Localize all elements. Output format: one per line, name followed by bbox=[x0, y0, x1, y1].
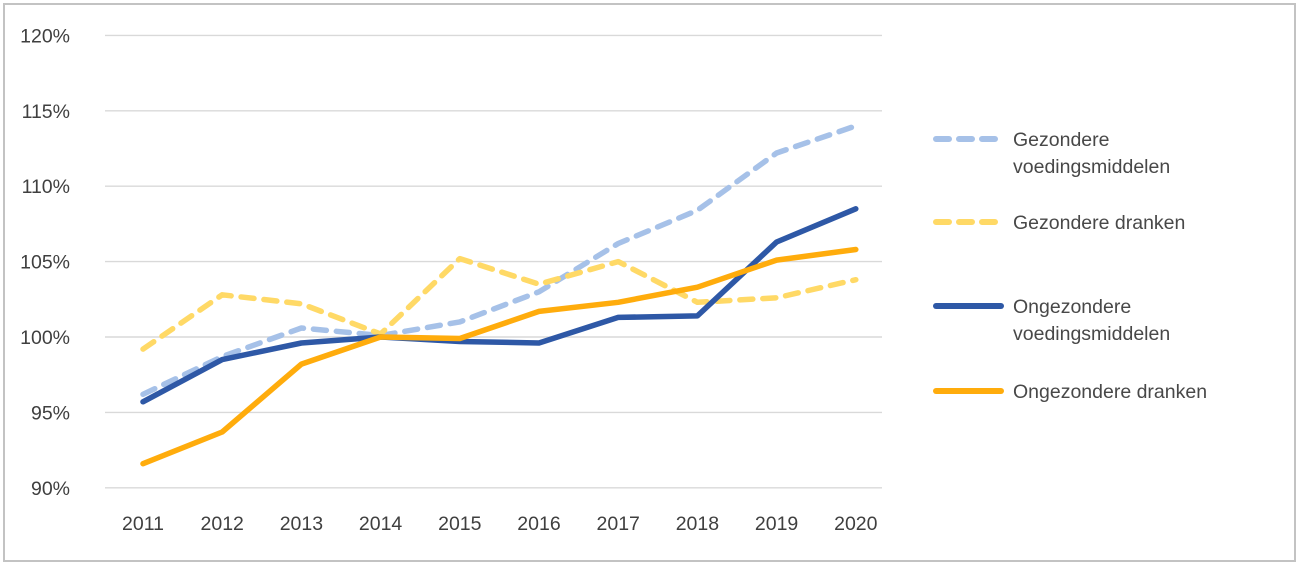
series-line-ongezondere-dranken bbox=[140, 246, 859, 467]
x-axis-tick-label: 2011 bbox=[122, 513, 164, 535]
x-axis-tick-label: 2019 bbox=[755, 513, 798, 535]
legend-label-ongezondere-dranken: Ongezondere dranken bbox=[1013, 381, 1207, 403]
x-axis-tick-label: 2017 bbox=[597, 513, 640, 535]
x-axis-tick-label: 2016 bbox=[517, 513, 560, 535]
x-axis-tick-label: 2015 bbox=[438, 513, 482, 535]
series-line-gezondere-voedingsmiddelen bbox=[140, 123, 859, 398]
x-axis-tick-label: 2018 bbox=[676, 513, 719, 535]
series-line-gezondere-dranken bbox=[140, 255, 859, 352]
y-axis-tick-label: 90% bbox=[31, 478, 70, 500]
x-axis-tick-label: 2012 bbox=[201, 513, 244, 535]
legend-label-gezondere-voedingsmiddelen: voedingsmiddelen bbox=[1013, 156, 1170, 178]
legend-label-ongezondere-voedingsmiddelen: voedingsmiddelen bbox=[1013, 323, 1170, 345]
y-axis-tick-label: 120% bbox=[20, 25, 70, 47]
y-axis-tick-label: 100% bbox=[20, 327, 70, 349]
y-axis-tick-label: 110% bbox=[22, 176, 70, 198]
x-axis-tick-label: 2013 bbox=[280, 513, 323, 535]
y-axis-tick-label: 105% bbox=[20, 252, 70, 274]
x-axis-tick-label: 2014 bbox=[359, 513, 403, 535]
y-axis-tick-label: 95% bbox=[31, 402, 70, 424]
legend-label-ongezondere-voedingsmiddelen: Ongezondere bbox=[1013, 296, 1131, 318]
legend-label-gezondere-voedingsmiddelen: Gezondere bbox=[1013, 129, 1109, 151]
y-axis-tick-label: 115% bbox=[22, 101, 70, 123]
series-line-ongezondere-voedingsmiddelen bbox=[140, 206, 859, 405]
chart-frame bbox=[3, 3, 1296, 562]
legend-label-gezondere-dranken: Gezondere dranken bbox=[1013, 212, 1185, 234]
x-axis-tick-label: 2020 bbox=[834, 513, 878, 535]
